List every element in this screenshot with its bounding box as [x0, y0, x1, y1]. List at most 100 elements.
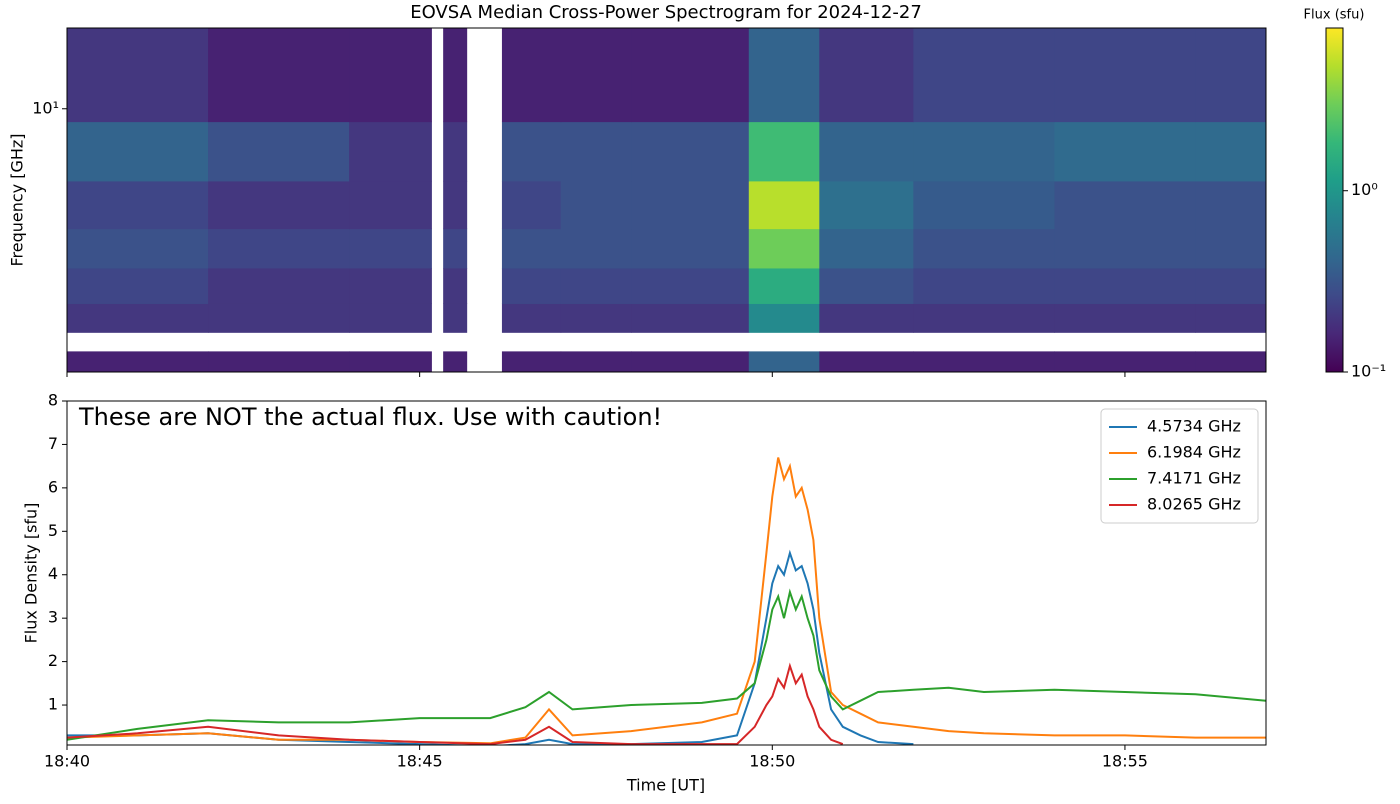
heatmap-cell	[631, 267, 750, 304]
heatmap-cell	[208, 228, 350, 269]
heatmap-cell	[1195, 228, 1266, 269]
heatmap-cell	[501, 267, 562, 304]
heatmap-cell	[501, 303, 562, 333]
heatmap-cell	[1054, 180, 1196, 230]
heatmap-cell	[631, 351, 750, 372]
colorbar-tick-label: 10⁻¹	[1351, 362, 1386, 381]
y-tick-label: 6	[48, 477, 58, 496]
heatmap-cell	[1054, 351, 1196, 372]
heatmap-cell	[67, 121, 209, 182]
heatmap-cell	[748, 121, 820, 182]
heatmap-cell	[560, 121, 632, 182]
heatmap-cell	[748, 228, 820, 269]
heatmap-cell	[67, 28, 209, 123]
heatmap-cell	[349, 121, 432, 182]
heatmap-cell	[1054, 28, 1196, 123]
annotation: These are NOT the actual flux. Use with …	[78, 403, 662, 431]
legend-label: 4.5734 GHz	[1147, 417, 1241, 436]
colorbar-label: Flux (sfu)	[1304, 8, 1365, 23]
heatmap-cell	[1195, 180, 1266, 230]
y-tick-label: 10¹	[32, 98, 59, 117]
heatmap-cell	[1054, 121, 1196, 182]
heatmap-cell	[819, 28, 914, 123]
heatmap-cell	[1195, 351, 1266, 372]
heatmap-cell	[208, 121, 350, 182]
heatmap-cell	[349, 228, 432, 269]
heatmap-cell	[1195, 303, 1266, 333]
heatmap-cell	[501, 351, 562, 372]
y-tick-label: 3	[48, 608, 58, 627]
chart-title: EOVSA Median Cross-Power Spectrogram for…	[410, 2, 922, 23]
heatmap-cell	[748, 351, 820, 372]
data-line	[67, 662, 844, 745]
heatmap-cell	[631, 303, 750, 333]
heatmap-cell	[349, 303, 432, 333]
y-axis-label: Flux Density [sfu]	[22, 503, 41, 644]
heatmap-cell	[208, 267, 350, 304]
heatmap-cell	[748, 180, 820, 230]
heatmap-cell	[913, 28, 1055, 123]
heatmap-cell	[501, 228, 562, 269]
heatmap-cell	[819, 267, 914, 304]
y-tick-label: 7	[48, 434, 58, 453]
heatmap-cell	[443, 351, 468, 372]
heatmap-cell	[501, 28, 562, 123]
heatmap-cell	[819, 121, 914, 182]
heatmap-cell	[208, 351, 350, 372]
heatmap-cell	[67, 351, 209, 372]
heatmap-cell	[560, 180, 632, 230]
plot-frame	[66, 27, 1267, 373]
heatmap-cell	[443, 303, 468, 333]
heatmap-cell	[501, 180, 562, 230]
legend-label: 6.1984 GHz	[1147, 443, 1241, 462]
data-line	[67, 549, 914, 745]
heatmap-cell	[631, 228, 750, 269]
heatmap-cell	[349, 351, 432, 372]
heatmap-cell	[208, 180, 350, 230]
legend-label: 7.4171 GHz	[1147, 469, 1241, 488]
heatmap-cell	[631, 180, 750, 230]
heatmap-cell	[748, 267, 820, 304]
heatmap-cell	[443, 28, 468, 123]
y-tick-label: 8	[48, 391, 58, 410]
heatmap-cell	[819, 303, 914, 333]
heatmap-cell	[67, 267, 209, 304]
heatmap-cell	[1195, 267, 1266, 304]
colorbar	[1325, 27, 1344, 373]
heatmap-cell	[443, 121, 468, 182]
plot-frame	[66, 400, 1267, 746]
heatmap-cell	[913, 228, 1055, 269]
data-line	[67, 457, 1266, 745]
x-tick-label: 18:45	[397, 752, 443, 771]
heatmap-cell	[1054, 303, 1196, 333]
heatmap-cell	[631, 28, 750, 123]
heatmap-cell	[349, 28, 432, 123]
heatmap-cell	[560, 28, 632, 123]
y-tick-label: 2	[48, 651, 58, 670]
heatmap-cell	[819, 180, 914, 230]
heatmap-cell	[443, 180, 468, 230]
heatmap-cell	[208, 303, 350, 333]
heatmap-cell	[67, 228, 209, 269]
heatmap-cell	[560, 267, 632, 304]
heatmap-cell	[208, 28, 350, 123]
heatmap-cell	[913, 121, 1055, 182]
heatmap-cell	[819, 228, 914, 269]
legend-label: 8.0265 GHz	[1147, 495, 1241, 514]
heatmap-cell	[913, 303, 1055, 333]
data-line	[67, 588, 1266, 741]
heatmap-cell	[443, 228, 468, 269]
y-axis-label: Frequency [GHz]	[8, 133, 27, 266]
heatmap-cell	[443, 267, 468, 304]
heatmap-cell	[631, 121, 750, 182]
x-tick-label: 18:40	[44, 752, 90, 771]
colorbar-tick-label: 10⁰	[1351, 180, 1378, 199]
heatmap-cell	[349, 267, 432, 304]
heatmap-cell	[560, 228, 632, 269]
heatmap-cell	[748, 303, 820, 333]
x-tick-label: 18:55	[1102, 752, 1148, 771]
heatmap-cell	[67, 180, 209, 230]
heatmap-cell	[913, 267, 1055, 304]
heatmap-cell	[560, 351, 632, 372]
